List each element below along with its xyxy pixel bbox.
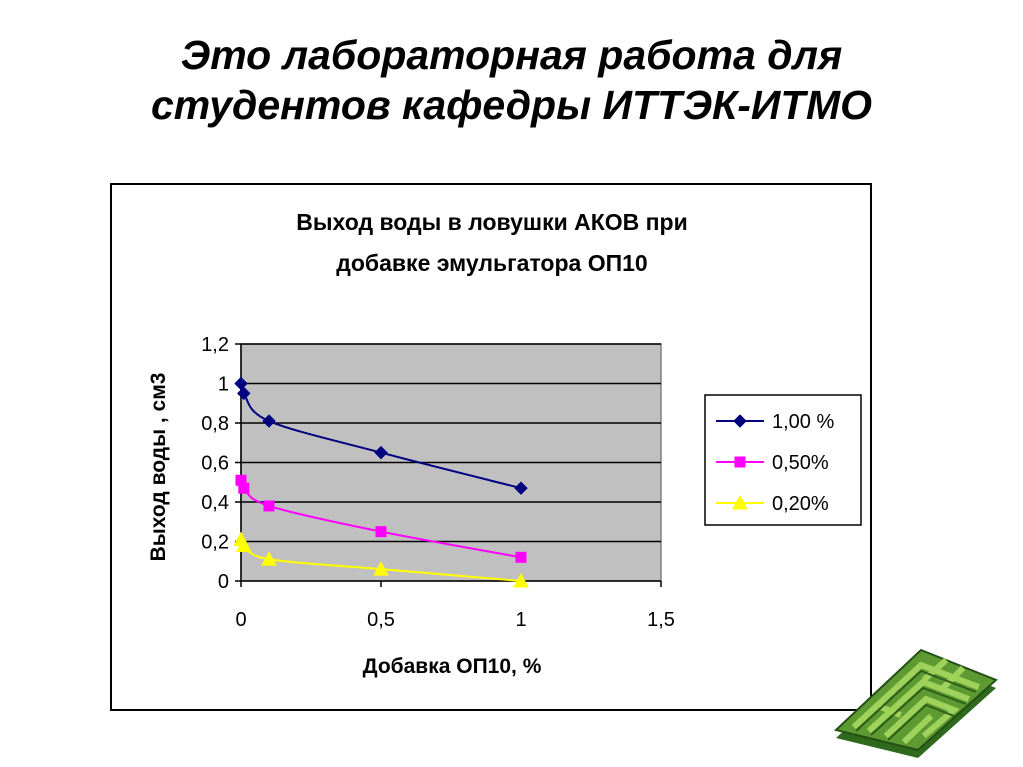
data-point <box>375 526 387 538</box>
maze-hedge-image <box>833 648 998 758</box>
data-point <box>262 414 276 428</box>
y-tick-label: 0,2 <box>201 532 229 554</box>
legend-label: 1,00 % <box>772 411 834 433</box>
series-3 <box>233 531 529 588</box>
x-tick-label: 0,5 <box>367 609 395 631</box>
y-axis-label: Выход воды , см3 <box>147 373 170 562</box>
y-tick-label: 1 <box>218 374 229 396</box>
x-tick-label: 1,5 <box>647 609 675 631</box>
y-tick-label: 1,2 <box>201 334 229 356</box>
chart: Выход воды в ловушки АКОВ при добавке эм… <box>147 209 862 678</box>
legend-marker <box>734 456 746 468</box>
data-point <box>374 445 388 460</box>
slide-title-line-2: студентов кафедры ИТТЭК-ИТМО <box>150 82 872 128</box>
chart-frame: Выход воды в ловушки АКОВ при добавке эм… <box>110 183 872 711</box>
x-tick-label: 1 <box>515 609 526 631</box>
data-point <box>238 482 250 494</box>
y-tick-label: 0,4 <box>201 492 229 514</box>
legend-entry-3: 0,20% <box>716 493 829 515</box>
slide-title: Это лабораторная работа для студентов ка… <box>0 30 1023 130</box>
legend-marker <box>732 494 748 510</box>
legend-marker <box>733 414 747 428</box>
slide-title-line-1: Это лабораторная работа для <box>180 32 843 78</box>
y-tick-label: 0,6 <box>201 453 229 475</box>
data-point <box>263 500 275 512</box>
data-point <box>261 551 277 566</box>
grid-lines <box>241 343 661 543</box>
y-tick-label: 0 <box>218 571 229 593</box>
data-point <box>515 551 527 563</box>
series-1 <box>234 376 528 495</box>
data-point <box>513 572 529 588</box>
legend-label: 0,50% <box>772 452 829 474</box>
y-tick-label: 0,8 <box>201 413 229 435</box>
data-point <box>237 386 251 401</box>
legend-label: 0,20% <box>772 493 829 515</box>
data-point <box>373 561 389 576</box>
x-tick-label: 0 <box>235 609 246 631</box>
chart-title-line-1: Выход воды в ловушки АКОВ при <box>296 209 688 235</box>
chart-title-line-2: добавке эмульгатора ОП10 <box>336 250 647 276</box>
series-layer <box>233 376 529 588</box>
legend: 1,00 % 0,50% 0,20% <box>704 394 862 526</box>
legend-entry-1: 1,00 % <box>716 411 834 433</box>
series-2 <box>235 474 527 563</box>
data-point <box>235 537 252 552</box>
legend-entry-2: 0,50% <box>716 452 829 474</box>
x-axis-label: Добавка ОП10, % <box>363 655 542 678</box>
data-point <box>514 481 528 495</box>
maze-icon <box>833 648 998 758</box>
